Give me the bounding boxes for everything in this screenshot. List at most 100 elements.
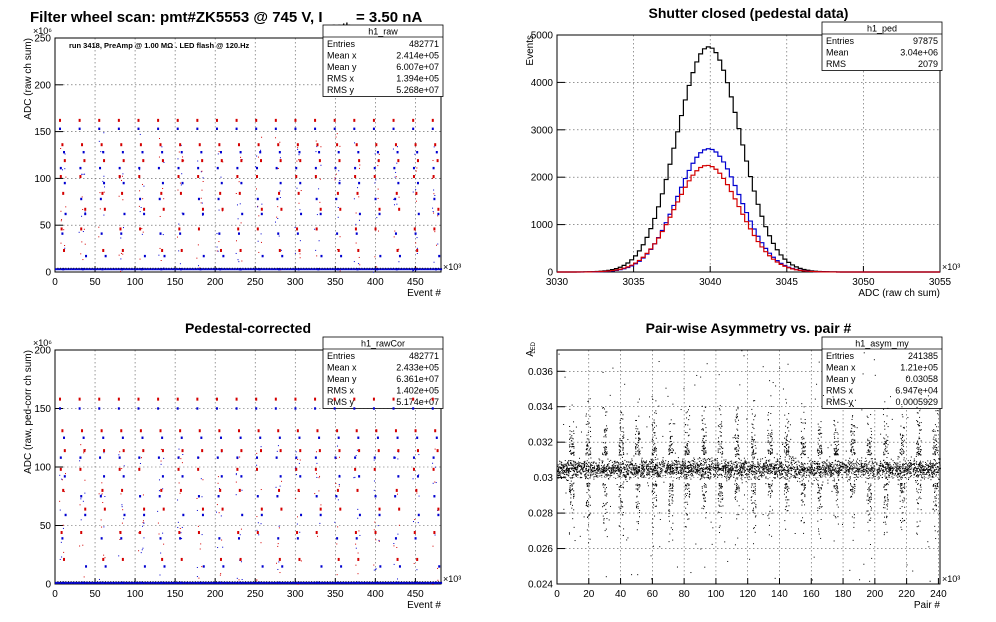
scatter-point-red [161, 557, 164, 561]
baseline-dark-point [289, 581, 291, 583]
asym-point [601, 467, 603, 469]
asym-point [809, 472, 811, 474]
scatter-point [260, 446, 262, 448]
scatter-point-blue [143, 565, 146, 568]
scatter-point-red [180, 248, 183, 252]
asym-point [558, 468, 560, 470]
asym-point [695, 466, 697, 468]
asym-point [699, 457, 701, 459]
baseline-point [71, 581, 74, 584]
scatter-point-blue [139, 495, 142, 498]
scatter-point [299, 531, 301, 533]
asym-point [810, 465, 812, 467]
grid-raw [55, 38, 441, 272]
scatter-point-red [297, 191, 300, 195]
asym-point [849, 468, 851, 470]
scatter-point-red [221, 507, 224, 511]
baseline-point [217, 581, 220, 584]
asym-point [833, 469, 835, 471]
scatter-point-blue [216, 166, 219, 170]
asym-point [719, 468, 721, 470]
baseline-point [188, 581, 190, 584]
asym-point [886, 476, 888, 478]
asym-point [661, 467, 663, 469]
asym-point [748, 476, 750, 478]
asym-point [868, 467, 870, 469]
asym-point [824, 469, 826, 471]
baseline-dark-point [186, 581, 188, 583]
asym-point [820, 474, 822, 476]
asym-point [863, 469, 865, 471]
scatter-point-red [139, 429, 142, 433]
asym-point [788, 470, 790, 472]
asym-point [868, 468, 870, 470]
scatter-point [277, 543, 279, 545]
asym-point [798, 478, 800, 480]
scatter-point [220, 176, 222, 178]
asym-point [928, 465, 930, 467]
baseline-dark-point [366, 267, 368, 269]
asym-point [641, 459, 643, 461]
x-tick-label: 3035 [622, 277, 645, 288]
asym-point [781, 477, 783, 479]
scatter-point-blue [414, 537, 417, 540]
asym-point [864, 463, 866, 465]
asym-point [841, 465, 843, 467]
asym-point [831, 462, 833, 464]
asym-point [617, 468, 619, 470]
baseline-dark-point [147, 267, 149, 269]
scatter-point [178, 250, 180, 252]
asym-point [750, 465, 752, 467]
asym-point [837, 470, 839, 472]
asym-point [854, 474, 856, 476]
asym-point [753, 457, 755, 459]
asym-point [823, 471, 825, 473]
scatter-point [63, 491, 65, 493]
baseline-point [195, 268, 198, 271]
scatter-point [397, 458, 399, 460]
asym-point [802, 478, 804, 480]
baseline-point [352, 268, 354, 271]
scatter-point-red [414, 143, 417, 147]
asym-point [736, 469, 738, 471]
scatter-point [414, 153, 416, 155]
scatter-point [178, 151, 180, 153]
asym-point [659, 463, 661, 465]
scatter-point-blue [200, 436, 203, 439]
asym-point [739, 471, 741, 473]
baseline-point [430, 268, 432, 271]
asym-point [677, 463, 679, 465]
scatter-point [82, 500, 84, 502]
baseline-point [267, 581, 270, 584]
asym-point [780, 466, 782, 468]
scatter-point [260, 489, 262, 491]
baseline-point [406, 581, 408, 584]
asym-point [763, 468, 765, 470]
scatter-point-red [179, 429, 182, 433]
asym-point [594, 467, 596, 469]
y-tick-label: 0.032 [528, 438, 553, 449]
baseline-point [213, 581, 216, 584]
baseline-point [307, 268, 309, 271]
scatter-point-red [412, 467, 415, 471]
asym-point [570, 461, 572, 463]
asym-point [785, 472, 787, 474]
baseline-point [340, 268, 343, 271]
scatter-point-blue [237, 232, 240, 235]
asym-point [680, 465, 682, 467]
baseline-dark-point [178, 267, 180, 269]
scatter-point [395, 176, 397, 178]
asym-point [848, 479, 850, 481]
asym-point [909, 475, 911, 477]
baseline-point [252, 268, 254, 271]
baseline-point [108, 268, 111, 271]
asym-point [765, 477, 767, 479]
x-tick-label: 240 [930, 589, 947, 600]
scatter-point [138, 532, 140, 534]
asym-point [729, 468, 731, 470]
asym-point [827, 474, 829, 476]
scatter-point [334, 521, 336, 523]
scatter-point [120, 252, 122, 254]
asym-point [792, 466, 794, 468]
scatter-point [123, 518, 125, 520]
